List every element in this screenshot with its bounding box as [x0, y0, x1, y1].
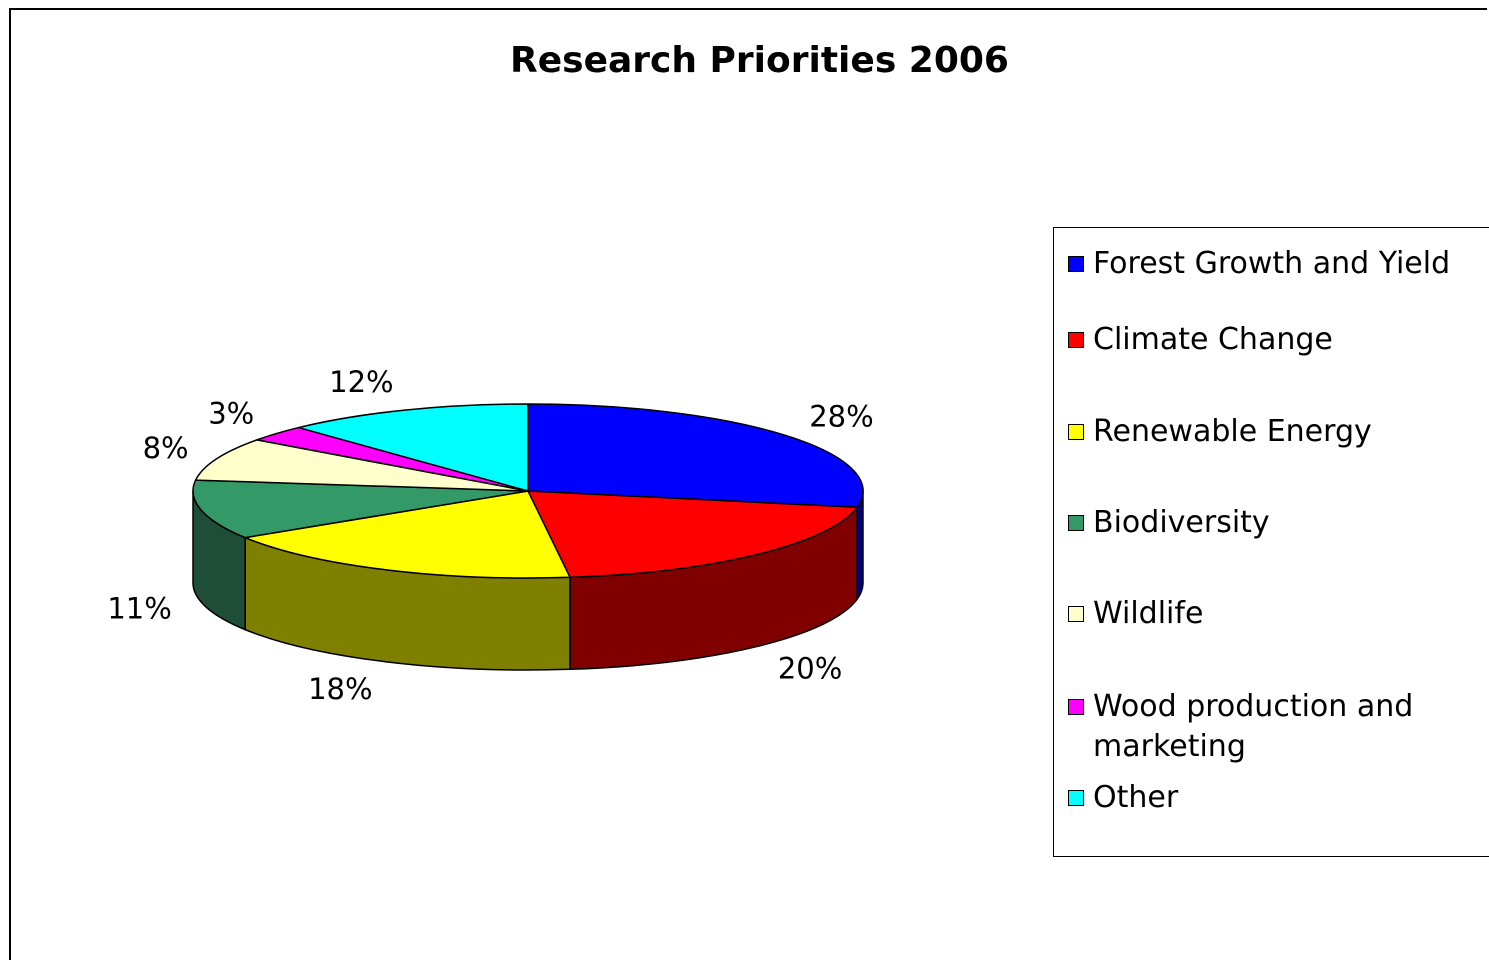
- pie-sides: [192, 490, 864, 671]
- data-label-forest-growth-and-yield: 28%: [809, 399, 873, 433]
- legend-label: Wood production and marketing: [1093, 689, 1414, 764]
- pie-slice-wildlife: [194, 439, 529, 492]
- legend-swatch: [1068, 332, 1084, 348]
- legend-swatch: [1068, 606, 1084, 622]
- legend-swatch: [1068, 790, 1084, 806]
- data-label-wildlife: 8%: [143, 431, 189, 465]
- legend-item-wood-production-and-marketing: Wood production and marketing: [1068, 687, 1489, 767]
- legend-swatch: [1068, 424, 1084, 440]
- data-label-climate-change: 20%: [778, 651, 842, 685]
- legend-label: Other: [1093, 780, 1179, 815]
- pie-slice-forest-growth-and-yield: [527, 403, 864, 509]
- pie-tops: [192, 403, 864, 579]
- pie-slice-biodiversity: [192, 479, 529, 539]
- legend-swatch: [1068, 699, 1084, 715]
- legend-label: Wildlife: [1093, 596, 1204, 631]
- legend-label: Biodiversity: [1093, 505, 1270, 540]
- data-label-other: 12%: [329, 365, 393, 399]
- data-label-wood-production-and-marketing: 3%: [208, 397, 254, 431]
- legend-item-climate-change: Climate Change: [1068, 320, 1489, 360]
- pie-slice-other: [297, 403, 529, 492]
- legend-item-other: Other: [1068, 778, 1489, 818]
- legend-item-renewable-energy: Renewable Energy: [1068, 412, 1489, 452]
- pie-chart: 28% 20% 18% 11% 8% 3% 12%: [107, 365, 873, 706]
- legend-label: Renewable Energy: [1093, 414, 1372, 449]
- pie-slice-renewable-energy: [244, 490, 571, 579]
- legend-label: Forest Growth and Yield: [1093, 246, 1451, 281]
- legend-label: Climate Change: [1093, 322, 1333, 357]
- chart-title: Research Priorities 2006: [510, 40, 1009, 81]
- pie-slice-climate-change: [527, 490, 858, 579]
- legend-swatch: [1068, 515, 1084, 531]
- legend-swatch: [1068, 256, 1084, 272]
- legend: Forest Growth and Yield Climate Change Ren…: [1053, 227, 1489, 857]
- data-label-biodiversity: 11%: [107, 592, 171, 626]
- legend-item-wildlife: Wildlife: [1068, 594, 1489, 634]
- pie-labels: 28% 20% 18% 11% 8% 3% 12%: [107, 365, 873, 706]
- data-label-renewable-energy: 18%: [308, 672, 372, 706]
- legend-item-biodiversity: Biodiversity: [1068, 503, 1489, 543]
- legend-item-forest-growth-and-yield: Forest Growth and Yield: [1068, 244, 1489, 284]
